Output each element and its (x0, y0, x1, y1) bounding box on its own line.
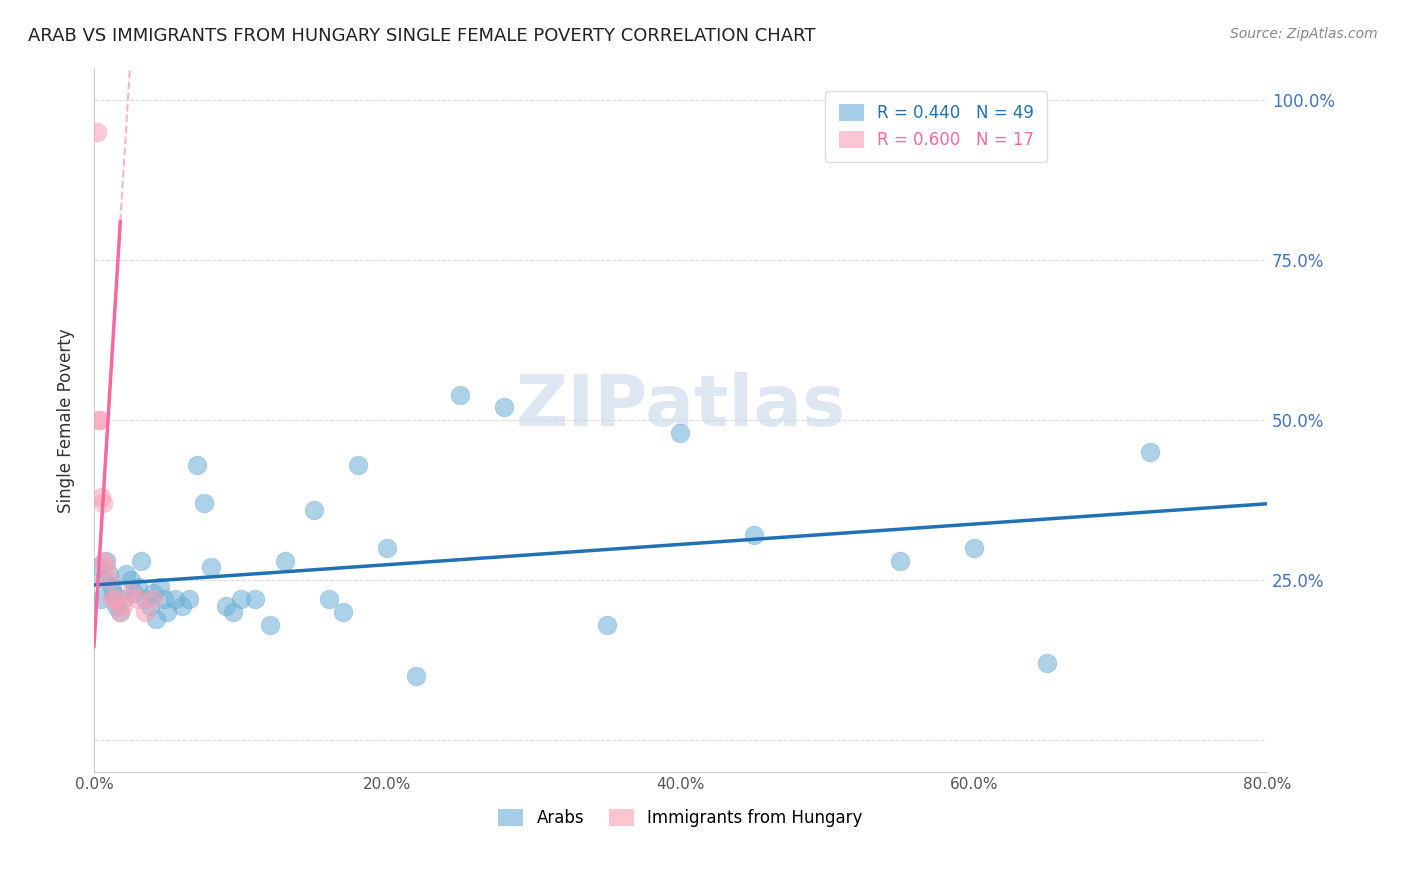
Point (89, 413, 111, 427)
Point (302, 503, 325, 517)
Point (1036, 657, 1059, 671)
Point (259, 618, 281, 632)
Point (450, 387, 472, 401)
Point (222, 605, 245, 619)
Point (90, 490, 112, 504)
Point (153, 592, 176, 607)
Point (375, 541, 398, 556)
Point (273, 554, 295, 568)
Point (101, 586, 124, 600)
Point (112, 592, 135, 607)
Point (87, 560, 110, 574)
Point (122, 586, 145, 600)
Point (1139, 445, 1161, 459)
Y-axis label: Single Female Poverty: Single Female Poverty (58, 328, 75, 513)
Point (596, 618, 619, 632)
Point (742, 528, 765, 542)
Point (889, 554, 911, 568)
Point (90, 592, 112, 607)
Point (332, 605, 354, 619)
Point (110, 605, 132, 619)
Point (129, 554, 152, 568)
Point (142, 592, 165, 607)
Point (94, 560, 117, 574)
Point (149, 580, 172, 594)
Point (100, 580, 122, 594)
Point (87, 413, 110, 427)
Point (134, 592, 156, 607)
Point (170, 599, 193, 613)
Point (110, 605, 132, 619)
Point (127, 592, 149, 607)
Point (163, 592, 186, 607)
Text: ZIPatlas: ZIPatlas (516, 372, 845, 441)
Point (318, 592, 340, 607)
Point (494, 401, 516, 415)
Legend: Arabs, Immigrants from Hungary: Arabs, Immigrants from Hungary (492, 803, 869, 834)
Point (215, 599, 238, 613)
Point (200, 560, 222, 574)
Point (93, 573, 115, 587)
Point (347, 458, 370, 472)
Point (134, 605, 156, 619)
Point (94, 554, 117, 568)
Point (127, 580, 149, 594)
Point (405, 669, 427, 683)
Point (138, 599, 160, 613)
Point (179, 592, 201, 607)
Point (86, 126, 108, 140)
Point (97, 566, 120, 581)
Point (156, 605, 179, 619)
Point (100, 592, 122, 607)
Point (669, 426, 692, 441)
Point (97, 573, 120, 587)
Point (120, 586, 142, 600)
Point (104, 592, 127, 607)
Point (229, 592, 252, 607)
Point (115, 566, 138, 581)
Point (145, 611, 167, 625)
Point (112, 599, 135, 613)
Point (104, 599, 127, 613)
Point (186, 458, 208, 472)
Point (120, 573, 142, 587)
Point (91, 496, 114, 510)
Point (245, 592, 267, 607)
Point (193, 496, 215, 510)
Point (93, 554, 115, 568)
Point (142, 586, 165, 600)
Point (963, 541, 986, 556)
Text: Source: ZipAtlas.com: Source: ZipAtlas.com (1230, 27, 1378, 41)
Text: ARAB VS IMMIGRANTS FROM HUNGARY SINGLE FEMALE POVERTY CORRELATION CHART: ARAB VS IMMIGRANTS FROM HUNGARY SINGLE F… (28, 27, 815, 45)
